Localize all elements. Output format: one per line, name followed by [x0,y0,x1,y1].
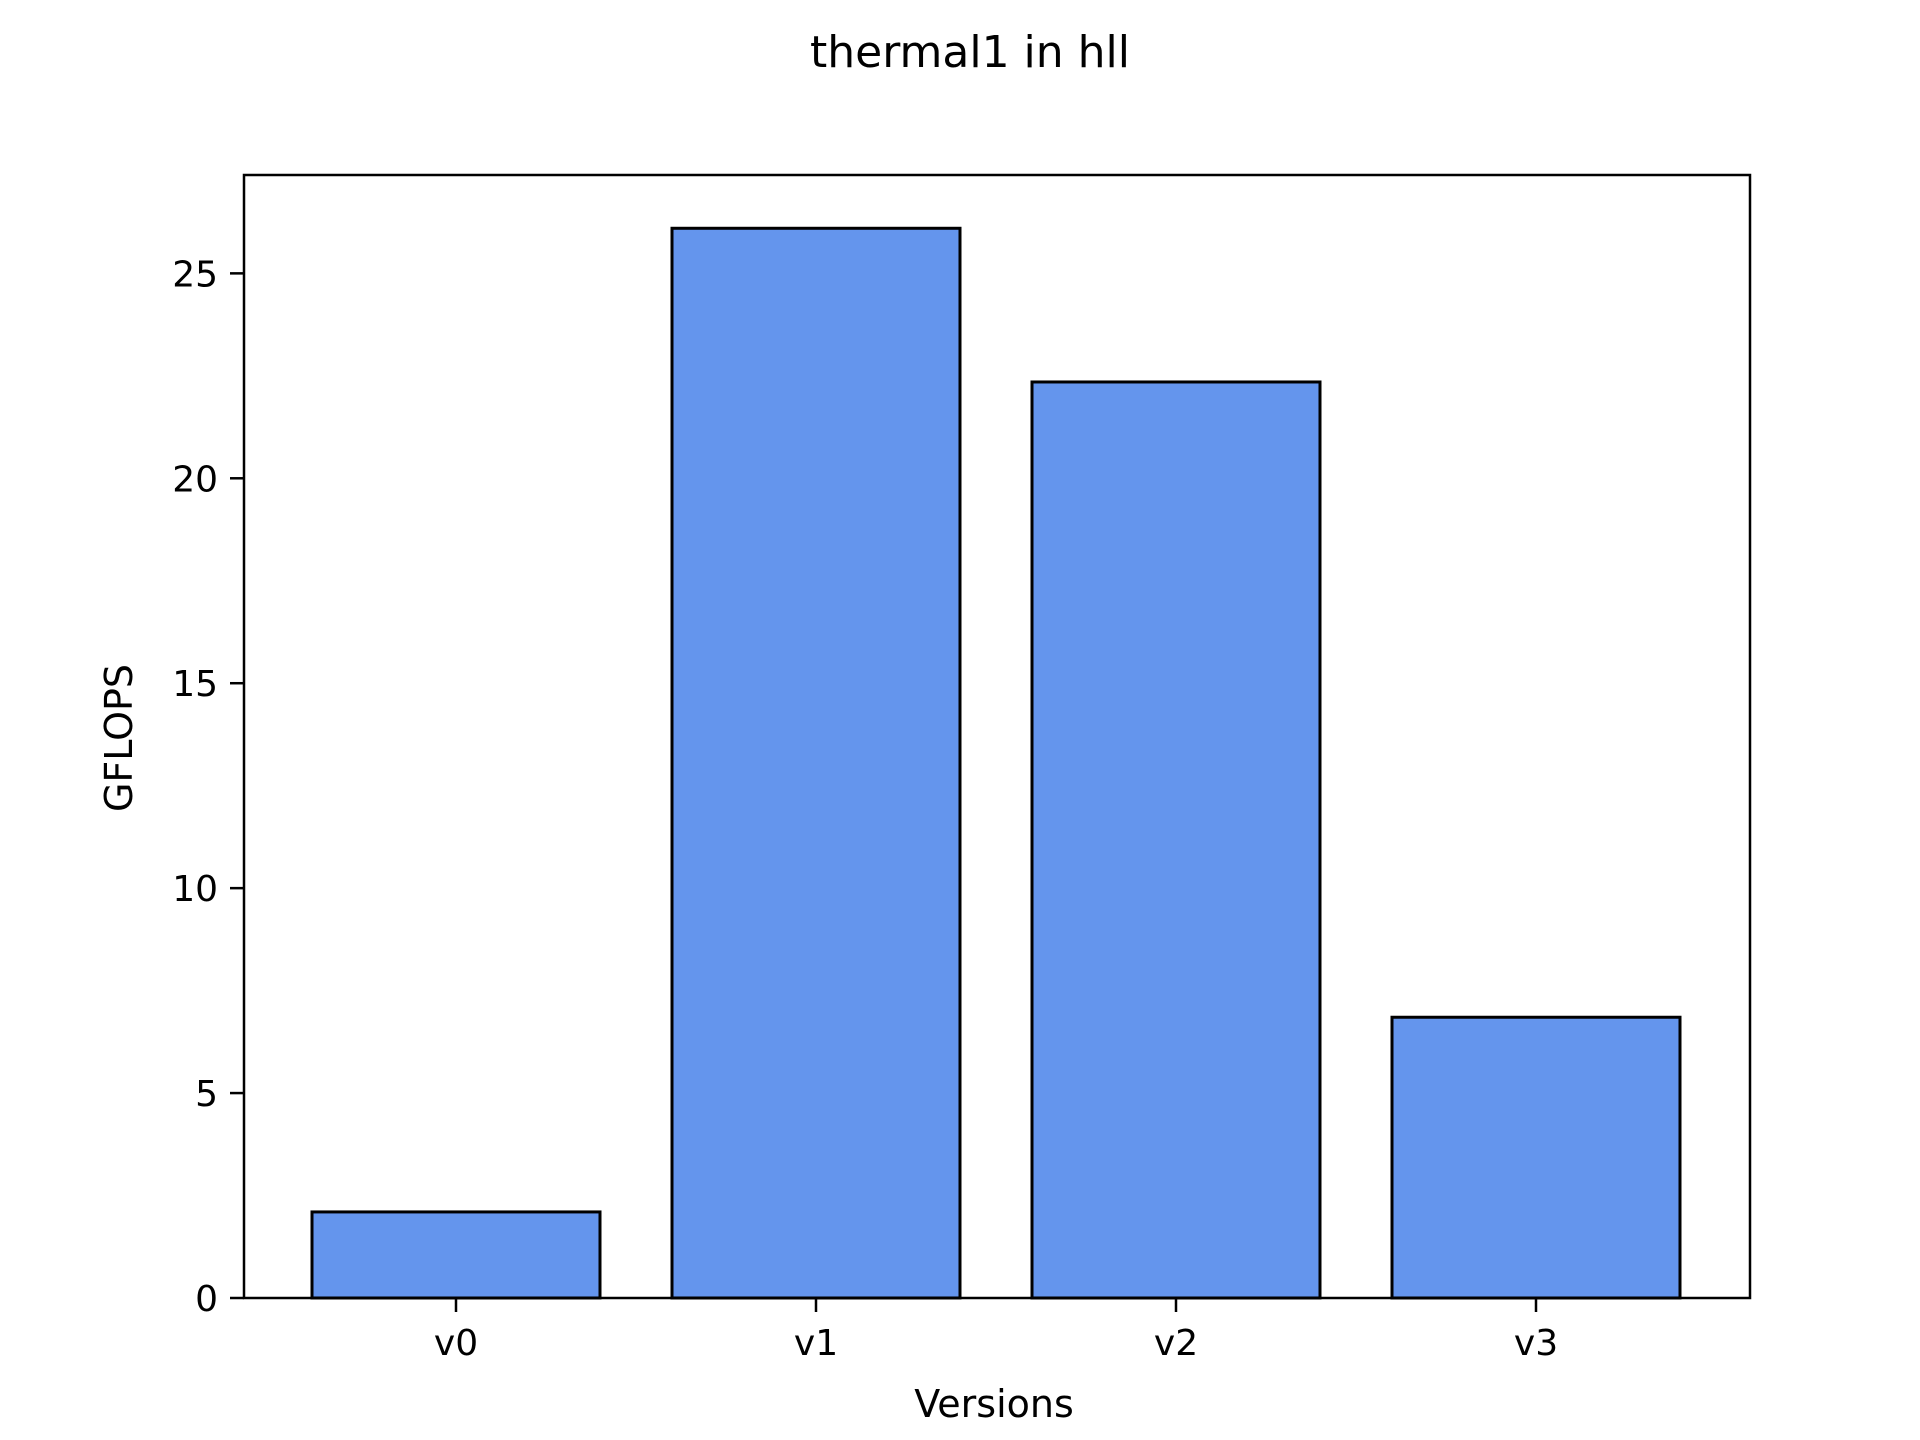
x-tick-label-v1: v1 [794,1323,838,1364]
y-tick-label: 0 [195,1279,218,1320]
x-tick-label-v2: v2 [1154,1323,1198,1364]
bar-v3 [1390,1015,1682,1300]
plot-area-frame [242,173,1752,1300]
bar-v2 [1030,380,1322,1300]
x-axis-label: Versions [914,1382,1074,1426]
y-tick-label: 5 [195,1074,218,1115]
bar-v1 [670,226,962,1300]
y-tick-label: 10 [172,869,218,910]
x-axis-ticks: v0 v1 v2 v3 [434,1298,1558,1364]
bar-v0 [310,1210,602,1300]
y-axis-label: GFLOPS [97,664,141,812]
y-axis-ticks: 0 5 10 15 20 25 [172,254,244,1320]
y-tick-label: 25 [172,254,218,295]
chart-title: thermal1 in hll [810,27,1130,78]
x-tick-label-v3: v3 [1514,1323,1558,1364]
y-tick-label: 20 [172,459,218,500]
bars-layer [310,226,1682,1300]
x-tick-label-v0: v0 [434,1323,478,1364]
y-tick-label: 15 [172,664,218,705]
